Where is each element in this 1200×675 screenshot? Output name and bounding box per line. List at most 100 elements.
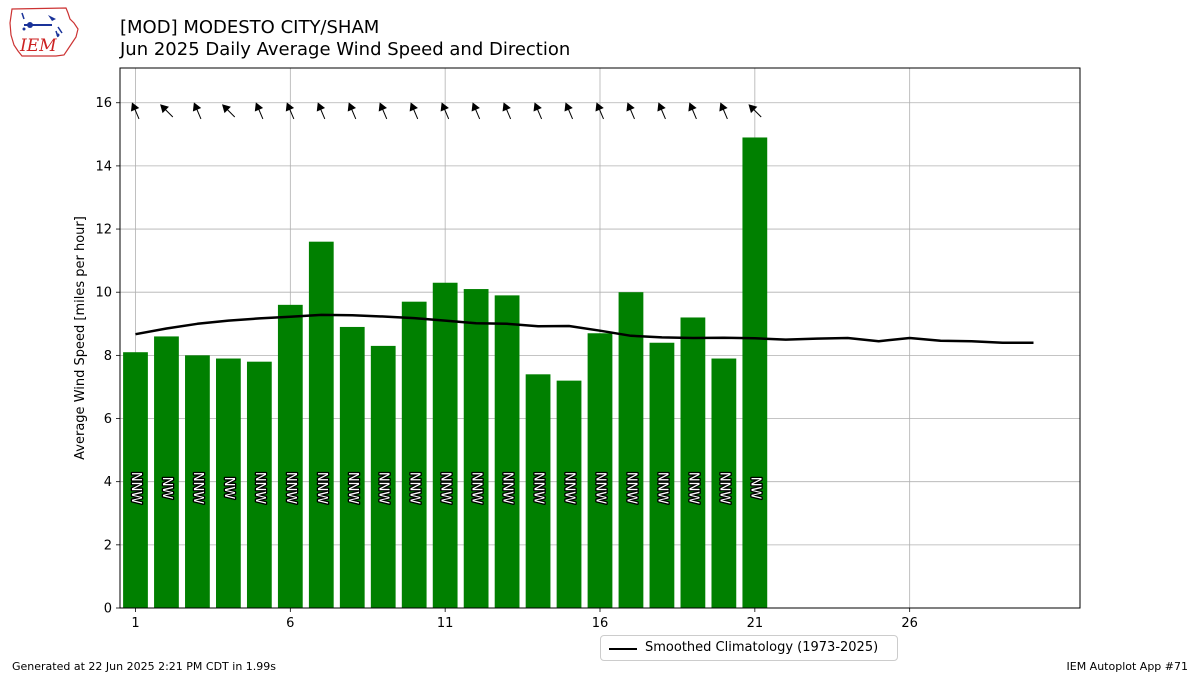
- y-tick-label: 6: [104, 412, 112, 427]
- y-tick-label: 10: [95, 286, 112, 301]
- direction-label: NW: [747, 477, 762, 500]
- arrow-shaft: [505, 107, 512, 120]
- climatology-line: [135, 313, 1034, 344]
- wind-arrow: [130, 102, 140, 120]
- arrow-head: [316, 102, 326, 112]
- wind-arrow: [688, 102, 697, 120]
- wind-arrow: [160, 104, 174, 118]
- arrow-shaft: [195, 107, 202, 120]
- wind-bar: [587, 333, 613, 608]
- arrow-head: [595, 102, 604, 112]
- app-credit: IEM Autoplot App #71: [1066, 660, 1189, 673]
- direction-label: NNW: [716, 472, 731, 504]
- wind-bars: [123, 137, 768, 608]
- arrow-shaft: [412, 107, 419, 120]
- climatology-line-layer: [135, 313, 1034, 344]
- wind-arrow: [409, 102, 419, 120]
- x-tick-label: 1: [131, 616, 139, 631]
- legend-line-swatch: [609, 648, 637, 650]
- wind-bar: [216, 358, 241, 608]
- direction-label: NW: [159, 477, 174, 500]
- wind-arrow: [440, 102, 450, 120]
- wind-bar: [246, 361, 272, 608]
- arrow-head: [285, 102, 295, 112]
- wind-bar: [742, 137, 768, 608]
- arrow-head: [688, 102, 697, 112]
- arrow-head: [130, 102, 140, 112]
- y-tick-label: 16: [95, 96, 112, 111]
- wind-arrow: [748, 104, 762, 118]
- direction-labels: NNW NW NNW NW NNW NNW NNW NNW NNW NNW NNW NNW NNW NNW…: [127, 471, 764, 506]
- wind-bar: [154, 336, 179, 608]
- direction-label: NNW: [593, 472, 608, 504]
- direction-arrows: [130, 102, 762, 120]
- arrow-head: [347, 102, 357, 112]
- y-tick-label: 2: [104, 538, 112, 553]
- y-axis-label: Average Wind Speed [miles per hour]: [73, 216, 88, 460]
- wind-bar: [556, 380, 582, 608]
- arrow-shaft: [133, 107, 140, 120]
- logo-text: IEM: [19, 36, 57, 56]
- direction-label: NNW: [623, 472, 638, 504]
- x-tick-label: 6: [286, 616, 294, 631]
- wind-bar: [185, 355, 210, 608]
- arrow-shaft: [288, 107, 295, 120]
- wind-arrow: [657, 102, 666, 120]
- arrow-head: [626, 102, 635, 112]
- direction-label: NNW: [438, 472, 453, 504]
- arrow-head: [502, 102, 511, 112]
- arrow-head: [748, 104, 758, 114]
- direction-label: NNW: [314, 472, 329, 504]
- direction-label: NNW: [252, 472, 267, 504]
- direction-label: NNW: [283, 472, 298, 504]
- arrow-shaft: [381, 107, 388, 120]
- wind-bar: [401, 301, 427, 608]
- wind-bar: [711, 358, 737, 608]
- wind-bar: [432, 282, 458, 608]
- y-tick-label: 14: [95, 159, 112, 174]
- wind-arrow: [564, 102, 574, 120]
- wind-arrow: [378, 102, 388, 120]
- wind-arrow: [533, 102, 543, 120]
- wind-arrow: [471, 102, 481, 120]
- arrow-head: [471, 102, 480, 112]
- wind-arrow: [347, 102, 357, 120]
- legend: Smoothed Climatology (1973-2025): [600, 635, 898, 661]
- chart-title: [MOD] MODESTO CITY/SHAM: [120, 17, 380, 38]
- wind-bar: [308, 241, 334, 608]
- arrow-head: [533, 102, 542, 112]
- arrow-head: [192, 102, 202, 112]
- chart-subtitle: Jun 2025 Daily Average Wind Speed and Di…: [120, 39, 571, 60]
- wind-arrow: [254, 102, 264, 120]
- direction-label: NNW: [469, 472, 484, 504]
- wind-bar: [680, 317, 706, 608]
- direction-label: NNW: [190, 472, 205, 504]
- wind-arrow: [626, 102, 635, 120]
- x-tick-label: 21: [747, 616, 764, 631]
- arrow-head: [409, 102, 418, 112]
- arrow-head: [254, 102, 264, 112]
- direction-label: NNW: [128, 472, 143, 504]
- arrow-shaft: [257, 107, 264, 120]
- wind-bar: [339, 326, 365, 608]
- wind-bar: [525, 374, 551, 608]
- arrow-head: [657, 102, 666, 112]
- direction-label: NNW: [685, 472, 700, 504]
- arrow-head: [222, 104, 231, 114]
- wind-bar: [618, 292, 644, 608]
- wind-arrow: [719, 102, 728, 120]
- arrow-shaft: [443, 107, 450, 120]
- y-tick-label: 12: [95, 223, 112, 238]
- direction-label: NNW: [376, 472, 391, 504]
- x-tick-label: 16: [592, 616, 609, 631]
- wind-bar: [123, 352, 148, 608]
- arrow-head: [719, 102, 728, 112]
- arrow-shaft: [752, 108, 762, 118]
- iem-logo: IEM: [9, 7, 79, 57]
- wind-bar: [494, 295, 520, 608]
- arrow-shaft: [350, 107, 357, 120]
- wind-bar: [463, 289, 489, 608]
- arrow-head: [378, 102, 387, 112]
- x-tick-label: 26: [901, 616, 918, 631]
